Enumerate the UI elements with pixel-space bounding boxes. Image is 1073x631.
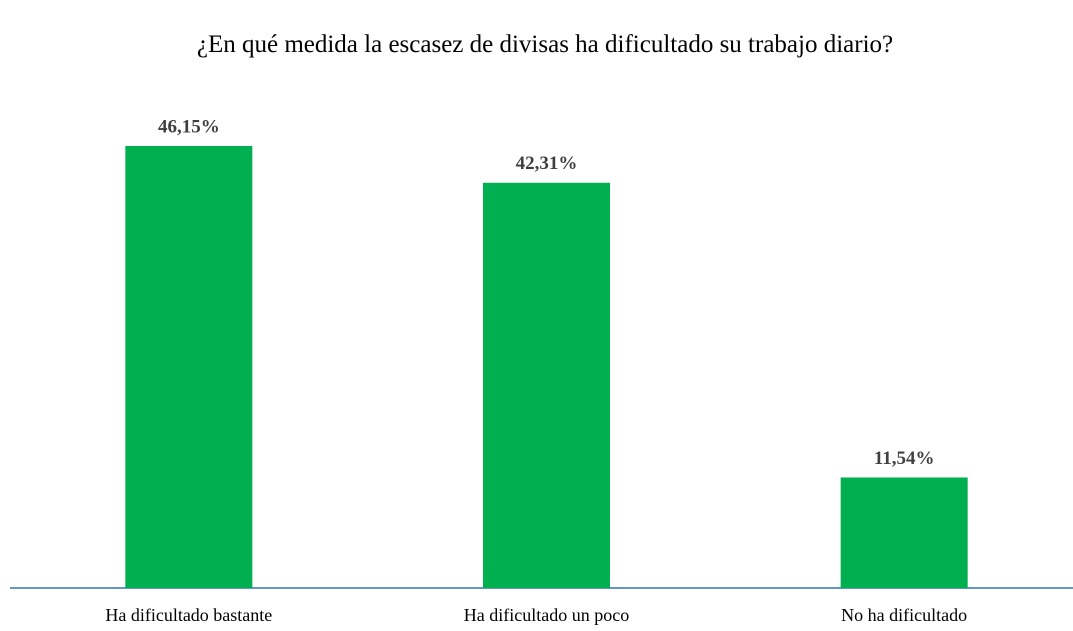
value-label: 42,31% xyxy=(516,153,578,174)
value-label: 46,15% xyxy=(158,116,220,137)
x-tick-label: Ha dificultado un poco xyxy=(464,605,629,625)
value-label: 11,54% xyxy=(874,448,935,469)
x-tick-label: No ha dificultado xyxy=(841,605,967,625)
bar xyxy=(125,146,253,588)
bar xyxy=(483,182,610,588)
chart-title: ¿En qué medida la escasez de divisas ha … xyxy=(196,31,894,58)
x-tick-label: Ha dificultado bastante xyxy=(105,605,272,625)
bar xyxy=(840,477,968,588)
